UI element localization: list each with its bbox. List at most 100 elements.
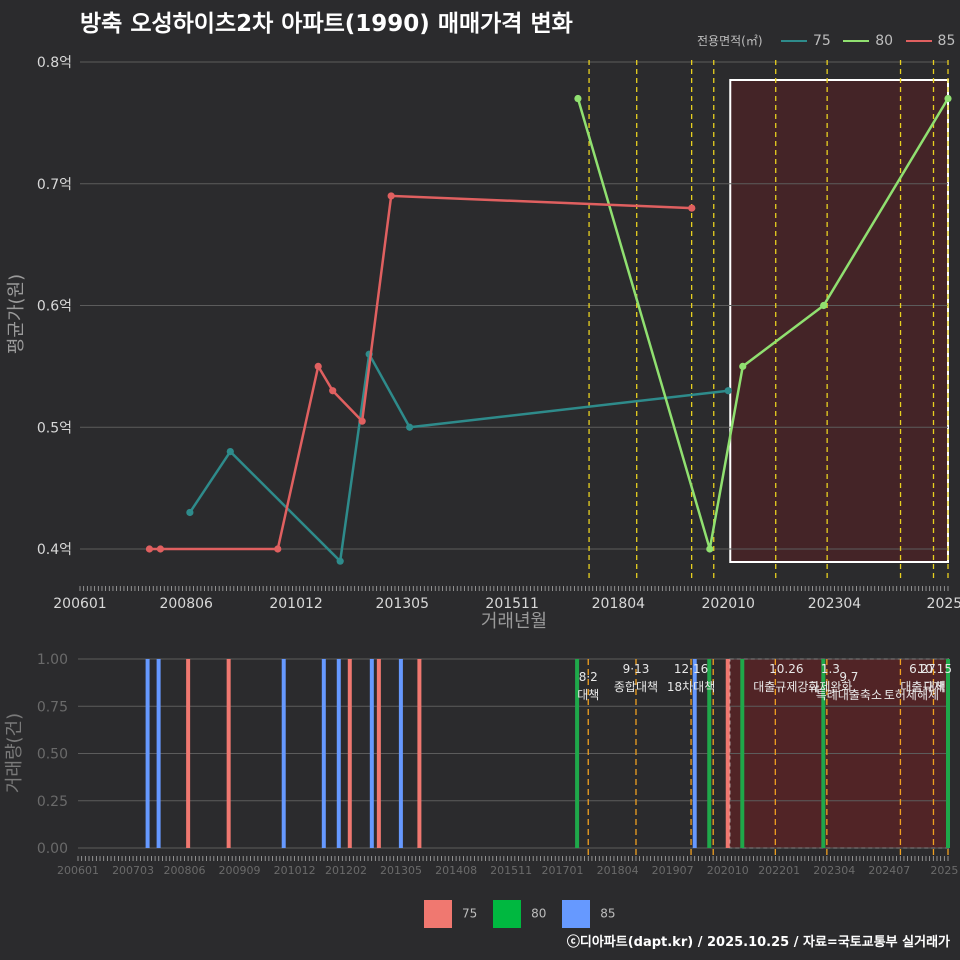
bar-x-tick-label: 202304: [813, 864, 855, 877]
volume-bar: [369, 659, 374, 848]
bar-x-tick-label: 200601: [57, 864, 99, 877]
bar-x-tick-label: 201012: [274, 864, 316, 877]
policy-date-label: 8·2: [579, 670, 598, 684]
volume-bar: [336, 659, 341, 848]
series-line-75: [188, 350, 729, 564]
volume-bar: [321, 659, 326, 848]
bar-x-tick-label: 201305: [380, 864, 422, 877]
data-point-85: [688, 204, 696, 212]
bar-y-tick-label: 0.25: [37, 794, 68, 810]
volume-bar: [347, 659, 352, 848]
policy-date-label: 10.26: [769, 662, 803, 676]
legend-label-85: 85: [937, 33, 956, 49]
policy-text-label: 규제완화: [808, 680, 852, 694]
volume-bar: [376, 659, 381, 848]
bar-y-tick-label: 0.50: [37, 747, 68, 763]
bar-x-tick-label: 200806: [163, 864, 205, 877]
x-tick-label: 202010: [702, 596, 755, 612]
bar-legend-item-80: 80: [493, 900, 546, 928]
bar-legend: 75 80 85: [424, 900, 628, 928]
volume-bar: [226, 659, 231, 848]
y-tick-label: 0.4억: [37, 542, 72, 558]
y-tick-label: 0.6억: [37, 299, 72, 315]
volume-bar: [707, 659, 712, 848]
y-tick-label: 0.5억: [37, 420, 72, 436]
data-point-80: [574, 94, 582, 103]
legend-swatch-85: [905, 40, 932, 42]
y-axis-title: 평균가(원): [6, 274, 27, 354]
bar-x-tick-label: 202010: [707, 864, 749, 877]
data-point-85: [329, 387, 337, 395]
policy-text-label: 특례대출축소: [816, 688, 882, 702]
policy-date-label: 10.15: [918, 662, 952, 676]
policy-date-label: 1.3: [821, 662, 840, 676]
footer-credit: ⓒ디아파트(dapt.kr) / 2025.10.25 / 자료=국토교통부 실…: [566, 935, 950, 950]
bar-legend-key-85: [562, 900, 591, 928]
x-tick-label: 201511: [485, 596, 538, 612]
bar-legend-key-80: [493, 900, 522, 928]
volume-bar: [725, 659, 730, 848]
legend-label-75: 75: [812, 33, 831, 49]
x-tick-label: 201012: [269, 596, 322, 612]
legend-swatch-75: [780, 40, 807, 42]
volume-bar: [417, 659, 422, 848]
x-axis-title: 거래년월: [481, 611, 547, 632]
data-point-75: [724, 387, 732, 395]
series-line-85: [149, 194, 692, 551]
volume-bar: [398, 659, 403, 848]
data-point-85: [314, 362, 322, 370]
bar-x-tick-label: 202407: [868, 864, 910, 877]
y-tick-label: 0.7억: [37, 177, 72, 193]
volume-bar: [692, 659, 697, 848]
bar-y-axis-title: 거래량(건): [4, 713, 25, 793]
bar-x-tick-label: 201701: [542, 864, 584, 877]
bar-legend-item-85: 85: [562, 900, 616, 928]
volume-bar: [145, 659, 150, 848]
bar-legend-label-80: 80: [531, 906, 547, 921]
volume-bar: [186, 659, 191, 848]
policy-text-label: 대책: [577, 687, 599, 702]
bar-x-tick-label: 202201: [758, 864, 800, 877]
data-point-80: [820, 301, 828, 310]
volume-bar: [740, 659, 745, 848]
policy-text-label: 대출규제강화: [753, 680, 819, 694]
legend-title: 전용면적(㎡): [697, 34, 763, 48]
data-point-75: [336, 557, 344, 565]
y-tick-label: 0.8억: [37, 55, 72, 71]
bar-legend-label-75: 75: [462, 906, 478, 921]
data-point-85: [274, 545, 282, 553]
x-tick-label: 200601: [53, 596, 106, 612]
volume-bar: [281, 659, 286, 848]
x-tick-label: 202304: [808, 596, 862, 612]
x-tick-label: 201305: [376, 596, 429, 612]
data-point-80: [706, 545, 714, 553]
bar-x-tick-label: 200703: [112, 864, 154, 877]
bar-x-tick-label: 200909: [219, 864, 261, 877]
bar-x-tick-label: 201408: [435, 864, 477, 877]
policy-text-label: 대책: [924, 679, 946, 694]
policy-text-label: 토허제해제: [884, 688, 939, 702]
data-point-75: [186, 508, 194, 517]
bar-y-tick-label: 0.75: [37, 699, 68, 715]
x-tick-label: 200806: [159, 596, 213, 612]
policy-date-label: 12·16: [674, 662, 708, 676]
data-point-85: [145, 545, 154, 553]
data-point-75: [406, 423, 414, 431]
bar-x-tick-label: 201907: [652, 864, 694, 877]
bar-x-tick-label: 201511: [490, 864, 532, 877]
bar-legend-label-85: 85: [600, 906, 616, 921]
bar-x-tick-label: 201804: [597, 864, 639, 877]
x-tick-label: 201804: [592, 596, 646, 612]
chart-title: 방축 오성하이츠2차 아파트(1990) 매매가격 변화: [80, 11, 573, 37]
bar-legend-item-75: 75: [424, 900, 477, 928]
line-legend: 전용면적(㎡) 75 80 85: [697, 32, 955, 49]
legend-label-80: 80: [875, 33, 894, 49]
data-point-85: [156, 545, 165, 553]
volume-bar: [575, 659, 580, 848]
policy-date-label: 9.7: [839, 670, 858, 684]
bar-x-tick-label: 201202: [325, 864, 367, 877]
data-point-80: [739, 362, 747, 370]
policy-text-label: 종합대책: [614, 679, 658, 694]
legend-swatch-80: [843, 40, 870, 42]
